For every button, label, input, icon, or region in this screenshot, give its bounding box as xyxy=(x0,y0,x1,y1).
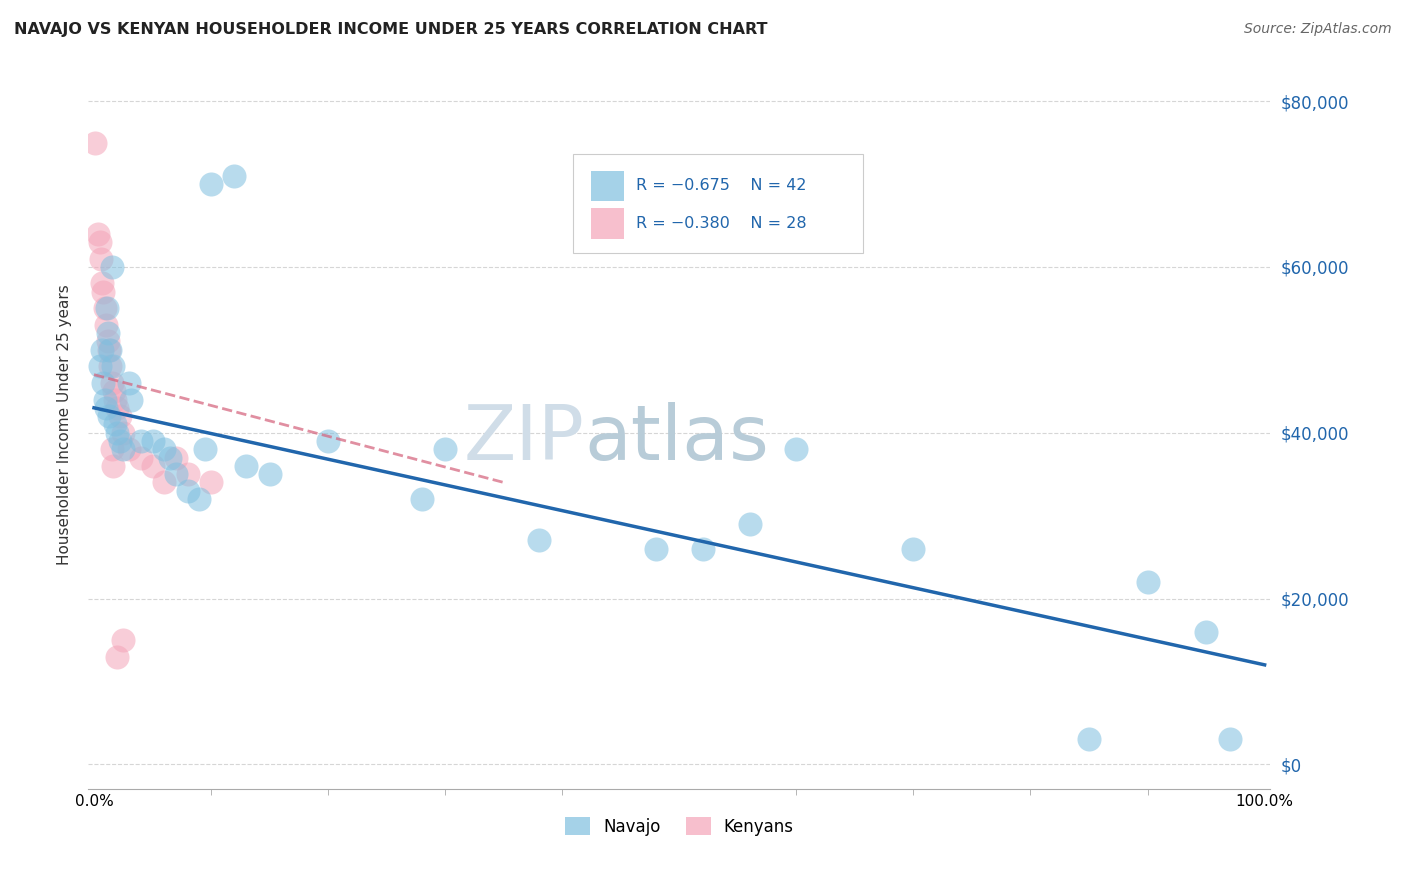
Point xyxy=(112,442,135,457)
Point xyxy=(86,227,108,241)
Point xyxy=(84,136,107,150)
Point xyxy=(1136,574,1159,589)
Point xyxy=(411,491,433,506)
Point xyxy=(224,169,246,183)
Point xyxy=(93,285,115,299)
Point xyxy=(107,425,129,440)
Point xyxy=(101,359,124,374)
Text: NAVAJO VS KENYAN HOUSEHOLDER INCOME UNDER 25 YEARS CORRELATION CHART: NAVAJO VS KENYAN HOUSEHOLDER INCOME UNDE… xyxy=(14,22,768,37)
Point xyxy=(118,376,141,390)
Point xyxy=(93,301,115,316)
Text: atlas: atlas xyxy=(585,402,769,476)
Point xyxy=(785,442,807,457)
Point xyxy=(159,450,181,465)
Point xyxy=(738,516,761,531)
Point xyxy=(108,434,131,448)
Point xyxy=(91,343,114,357)
Point xyxy=(259,467,281,482)
Point xyxy=(1195,624,1218,639)
FancyBboxPatch shape xyxy=(572,154,862,253)
Point xyxy=(129,434,152,448)
Point xyxy=(1078,732,1101,747)
Point xyxy=(1218,732,1240,747)
Point xyxy=(153,475,176,490)
Point xyxy=(200,177,222,191)
Point xyxy=(98,409,121,424)
Point xyxy=(129,450,152,465)
Point xyxy=(103,384,125,399)
Point xyxy=(645,541,668,556)
Point xyxy=(165,467,187,482)
Point xyxy=(434,442,457,457)
Point xyxy=(112,632,135,647)
Point xyxy=(89,235,111,249)
Point xyxy=(200,475,222,490)
Point xyxy=(100,376,122,390)
Point xyxy=(121,392,143,407)
Point xyxy=(100,343,122,357)
Point xyxy=(141,434,163,448)
Point xyxy=(100,442,122,457)
Point xyxy=(104,392,127,407)
Point xyxy=(194,442,217,457)
Point xyxy=(316,434,339,448)
Bar xyxy=(591,170,624,202)
Point xyxy=(97,334,120,349)
Point xyxy=(692,541,714,556)
Point xyxy=(94,318,117,332)
Point xyxy=(93,376,115,390)
Y-axis label: Householder Income Under 25 years: Householder Income Under 25 years xyxy=(58,284,72,565)
Point xyxy=(527,533,550,548)
Point xyxy=(89,359,111,374)
Point xyxy=(93,392,115,407)
Point xyxy=(176,483,198,498)
Point xyxy=(107,401,129,415)
Point xyxy=(141,458,163,473)
Text: R = −0.675    N = 42: R = −0.675 N = 42 xyxy=(636,178,806,194)
Point xyxy=(91,277,114,291)
Point xyxy=(100,359,122,374)
Point xyxy=(112,425,135,440)
Point xyxy=(94,401,117,415)
Text: R = −0.380    N = 28: R = −0.380 N = 28 xyxy=(636,216,806,231)
Point xyxy=(97,326,120,341)
Point xyxy=(107,649,129,664)
Legend: Navajo, Kenyans: Navajo, Kenyans xyxy=(565,817,794,836)
Text: Source: ZipAtlas.com: Source: ZipAtlas.com xyxy=(1244,22,1392,37)
Point xyxy=(108,409,131,424)
Point xyxy=(98,343,121,357)
Point xyxy=(153,442,176,457)
Point xyxy=(100,260,122,274)
Point xyxy=(903,541,925,556)
Text: ZIP: ZIP xyxy=(464,402,585,476)
Point xyxy=(188,491,211,506)
Point xyxy=(101,458,124,473)
Point xyxy=(176,467,198,482)
Bar xyxy=(591,209,624,239)
Point xyxy=(235,458,257,473)
Point xyxy=(165,450,187,465)
Point xyxy=(96,301,118,316)
Point xyxy=(90,252,112,266)
Point xyxy=(104,417,127,432)
Point xyxy=(118,442,141,457)
